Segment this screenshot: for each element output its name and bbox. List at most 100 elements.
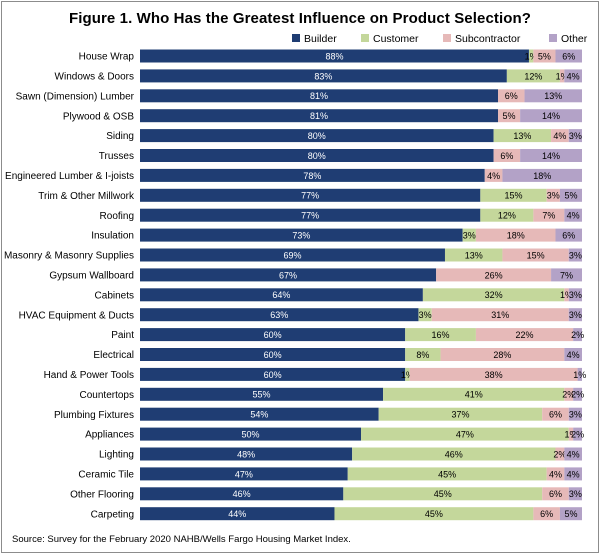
bar-subcontractor-paint: [475, 328, 574, 342]
bar-customer-masonry-masonry-supplies: [444, 248, 503, 262]
bar-other-roofing: [564, 208, 582, 222]
bar-builder-plumbing-fixtures: [140, 407, 379, 421]
bar-customer-windows-doors: [506, 69, 560, 83]
stacked-bar-chart: House Wrap 88% 1% 5% 6%Windows & Doors 83% 12%…: [4, 49, 586, 521]
value-label-customer-paint: 16%: [432, 330, 450, 340]
bar-builder-plywood-osb: [140, 109, 499, 123]
value-label-customer-siding: 13%: [513, 131, 531, 141]
bar-customer-lighting: [352, 447, 556, 461]
bar-builder-windows-doors: [140, 69, 507, 83]
value-label-other-appliances: 2%: [571, 430, 584, 440]
bar-other-appliances: [573, 427, 582, 441]
bar-customer-electrical: [405, 348, 441, 361]
value-label-builder-house-wrap: 88%: [325, 51, 343, 61]
category-label-gypsum-wallboard: Gypsum Wallboard: [49, 271, 134, 282]
value-label-other-siding: 3%: [569, 131, 582, 141]
bar-subcontractor-cabinets: [564, 288, 569, 302]
bar-subcontractor-lighting: [555, 447, 565, 461]
legend-swatch-builder: [292, 34, 300, 42]
value-label-other-plywood-osb: 14%: [542, 111, 560, 121]
value-label-customer-house-wrap: 1%: [525, 51, 538, 61]
bar-builder-trim-other-millwork: [140, 188, 481, 202]
value-label-subcontractor-insulation: 18%: [507, 231, 525, 241]
bar-builder-insulation: [140, 228, 463, 242]
bar-other-other-flooring: [568, 487, 582, 501]
value-label-subcontractor-house-wrap: 5%: [538, 51, 551, 61]
value-label-customer-hvac-equipment-ducts: 3%: [419, 310, 432, 320]
value-label-subcontractor-roofing: 7%: [542, 211, 555, 221]
bar-subcontractor-masonry-masonry-supplies: [502, 248, 569, 262]
category-label-electrical: Electrical: [93, 350, 134, 361]
value-label-builder-trim-other-millwork: 77%: [301, 191, 319, 201]
bar-other-electrical: [564, 348, 582, 361]
value-label-builder-trusses: 80%: [308, 151, 326, 161]
bar-customer-siding: [493, 129, 552, 143]
category-label-other-flooring: Other Flooring: [70, 489, 134, 500]
value-label-other-trim-other-millwork: 5%: [564, 191, 577, 201]
value-label-subcontractor-gypsum-wallboard: 26%: [485, 270, 503, 280]
bar-customer-countertops: [383, 387, 565, 401]
value-label-builder-lighting: 48%: [237, 449, 255, 459]
value-label-subcontractor-engineered-lumber-i-joists: 4%: [487, 171, 500, 181]
category-label-roofing: Roofing: [100, 211, 134, 222]
category-label-countertops: Countertops: [80, 390, 134, 401]
bar-other-cabinets: [568, 288, 582, 302]
category-label-insulation: Insulation: [91, 231, 134, 242]
bar-builder-carpeting: [140, 507, 335, 521]
value-label-other-cabinets: 3%: [569, 290, 582, 300]
value-label-builder-electrical: 60%: [264, 350, 282, 360]
value-label-customer-other-flooring: 45%: [434, 489, 452, 499]
value-label-subcontractor-electrical: 28%: [493, 350, 511, 360]
value-label-subcontractor-carpeting: 6%: [540, 509, 553, 519]
bar-subcontractor-ceramic-tile: [546, 467, 565, 481]
legend-swatch-other: [549, 34, 557, 42]
bar-subcontractor-plumbing-fixtures: [542, 407, 569, 421]
value-label-other-roofing: 4%: [567, 211, 580, 221]
value-label-other-paint: 2%: [571, 330, 584, 340]
value-label-subcontractor-cabinets: 1%: [560, 290, 573, 300]
value-label-subcontractor-countertops: 2%: [562, 390, 575, 400]
value-label-customer-masonry-masonry-supplies: 13%: [465, 250, 483, 260]
bar-subcontractor-roofing: [533, 208, 565, 222]
value-label-customer-trim-other-millwork: 15%: [504, 191, 522, 201]
value-label-other-insulation: 6%: [562, 231, 575, 241]
value-label-subcontractor-masonry-masonry-supplies: 15%: [527, 250, 545, 260]
value-label-builder-masonry-masonry-supplies: 69%: [283, 250, 301, 260]
bar-other-paint: [573, 328, 582, 342]
value-label-other-house-wrap: 6%: [562, 51, 575, 61]
legend-label-subcontractor: Subcontractor: [455, 33, 521, 45]
category-label-plywood-osb: Plywood & OSB: [63, 111, 134, 122]
value-label-subcontractor-other-flooring: 6%: [549, 489, 562, 499]
category-label-house-wrap: House Wrap: [79, 52, 135, 63]
legend-swatch-customer: [361, 34, 369, 42]
bar-subcontractor-carpeting: [533, 507, 560, 521]
bar-subcontractor-sawn-dimension-lumber: [498, 89, 525, 103]
value-label-other-engineered-lumber-i-joists: 18%: [533, 171, 551, 181]
value-label-subcontractor-windows-doors: 1%: [556, 71, 569, 81]
legend-item-builder: Builder: [292, 33, 337, 45]
bar-other-hvac-equipment-ducts: [568, 308, 582, 322]
value-label-subcontractor-lighting: 2%: [553, 449, 566, 459]
value-label-subcontractor-siding: 4%: [553, 131, 566, 141]
bar-builder-ceramic-tile: [140, 467, 348, 481]
bar-subcontractor-plywood-osb: [498, 109, 521, 123]
category-label-plumbing-fixtures: Plumbing Fixtures: [54, 410, 134, 421]
legend-label-customer: Customer: [373, 33, 419, 45]
bar-builder-appliances: [140, 427, 361, 441]
value-label-subcontractor-hvac-equipment-ducts: 31%: [491, 310, 509, 320]
value-label-builder-cabinets: 64%: [272, 290, 290, 300]
chart-source: Source: Survey for the February 2020 NAH…: [12, 534, 351, 545]
bar-other-hand-power-tools: [577, 367, 582, 381]
category-label-hand-power-tools: Hand & Power Tools: [44, 370, 134, 381]
bar-subcontractor-hvac-equipment-ducts: [431, 308, 569, 322]
value-label-other-masonry-masonry-supplies: 3%: [569, 250, 582, 260]
bar-other-trim-other-millwork: [559, 188, 582, 202]
bar-subcontractor-windows-doors: [559, 69, 565, 83]
category-label-windows-doors: Windows & Doors: [55, 72, 134, 83]
category-label-trim-other-millwork: Trim & Other Millwork: [38, 191, 135, 202]
value-label-builder-windows-doors: 83%: [314, 71, 332, 81]
bar-customer-cabinets: [422, 288, 565, 302]
category-label-appliances: Appliances: [85, 430, 134, 441]
category-label-siding: Siding: [106, 131, 134, 142]
value-label-customer-lighting: 46%: [445, 449, 463, 459]
